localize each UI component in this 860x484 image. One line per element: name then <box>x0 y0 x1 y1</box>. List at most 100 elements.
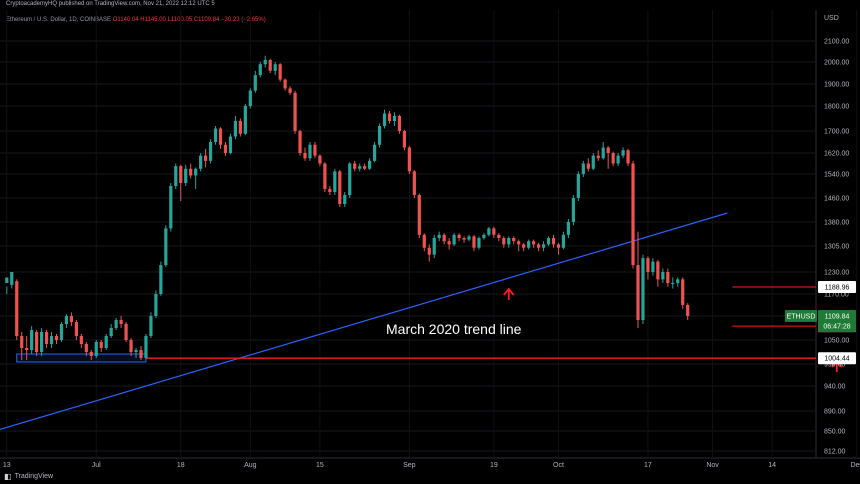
candle-body <box>606 147 610 153</box>
candle-body <box>447 241 451 245</box>
candle-body <box>179 166 183 183</box>
candle-body <box>308 144 312 159</box>
y-tick-label: 890.00 <box>824 409 846 416</box>
countdown-tag-bg <box>818 320 856 332</box>
candle-body <box>507 238 511 245</box>
candle-body <box>169 186 173 229</box>
candle-body <box>676 279 680 283</box>
y-tick-label: 940.00 <box>824 384 846 391</box>
candle-body <box>462 238 466 240</box>
y-tick-label: 1540.00 <box>824 172 849 179</box>
candle-body <box>238 121 242 134</box>
time-axis: 13 Jul 18 Aug 15 Sep 19 Oct 17 Nov 14 Dec <box>3 462 860 469</box>
trendline <box>0 212 728 431</box>
candle-body <box>636 265 640 320</box>
candle-body <box>54 336 59 340</box>
candle-body <box>15 281 19 336</box>
support-price-tag: 1004.44 <box>824 356 849 363</box>
candle-body <box>571 198 575 222</box>
candle-body <box>502 238 506 245</box>
candle-body <box>288 88 292 93</box>
candle-body <box>397 116 402 131</box>
candle-body <box>104 336 108 348</box>
last-price-tag: 1109.84 <box>825 314 850 321</box>
candle-body <box>184 168 188 183</box>
candle-body <box>253 75 257 91</box>
candle-body <box>482 234 486 238</box>
candle-body <box>338 171 342 204</box>
candle-body <box>681 279 685 305</box>
ticker-tag-bg <box>785 310 817 322</box>
candle-body <box>59 324 64 340</box>
x-tick-label: 19 <box>490 462 498 469</box>
price-axis: 812.00850.00890.00940.00990.001050.00111… <box>824 39 849 456</box>
countdown-tag: 06:47:28 <box>823 324 850 331</box>
tradingview-logo-icon[interactable]: ◧ <box>4 472 12 481</box>
y-tick-label: 1380.00 <box>824 220 849 227</box>
candle-body <box>248 90 252 106</box>
candle-body <box>427 247 431 255</box>
ohlc-values: O1140.04 H1145.00 L1100.05 C1109.84 −30.… <box>112 17 266 23</box>
y-tick-label: 990.00 <box>824 362 846 369</box>
candle-body <box>218 128 223 145</box>
candle-body <box>79 336 83 344</box>
candle-body <box>20 336 24 348</box>
x-tick-label: 17 <box>644 462 652 469</box>
candle-body <box>129 340 133 352</box>
candle-body <box>522 244 526 248</box>
candle-body <box>631 163 635 266</box>
candle-body <box>646 258 650 272</box>
candle-body <box>204 155 208 161</box>
candle-body <box>527 241 531 248</box>
candle-body <box>89 352 93 356</box>
candle-body <box>363 166 367 169</box>
candle-body <box>477 238 481 248</box>
level-lines <box>145 286 816 359</box>
y-tick-label: 1050.00 <box>824 338 849 345</box>
candle-body <box>348 163 352 195</box>
x-tick-label: 14 <box>768 462 776 469</box>
candle-body <box>621 150 625 156</box>
y-tick-label: 1620.00 <box>824 151 849 158</box>
price-tags: 1188.961084.551004.44ETHUSD1109.8406:47:… <box>785 281 856 365</box>
candle-body <box>437 234 441 238</box>
candle-body <box>671 283 675 284</box>
candle-body <box>407 147 411 172</box>
candle-body <box>556 244 561 248</box>
candle-body <box>412 171 416 195</box>
candle-body <box>194 168 198 176</box>
symbol-title: Ethereum / U.S. Dollar, 1D, COINBASE <box>6 17 112 23</box>
candle-body <box>189 168 193 176</box>
candle-body <box>467 236 471 240</box>
candle-body <box>656 261 660 280</box>
candle-body <box>268 59 272 71</box>
candle-body <box>273 64 277 71</box>
candle-body <box>368 160 372 169</box>
y-tick-label: 1900.00 <box>824 82 849 89</box>
candle-body <box>298 131 302 153</box>
candle-body <box>596 155 600 159</box>
candle-body <box>233 121 238 137</box>
candle-body <box>49 336 54 344</box>
candle-body <box>223 144 228 153</box>
candle-body <box>144 336 148 358</box>
candle-body <box>44 332 49 344</box>
brand-label: TradingView <box>14 473 54 480</box>
candle-body <box>293 92 297 131</box>
arrow-head <box>503 287 515 296</box>
candle-body <box>601 147 605 159</box>
candle-body <box>333 171 337 192</box>
candle-body <box>343 195 347 204</box>
candle-body <box>372 144 377 161</box>
y-tick-label: 1800.00 <box>824 104 849 111</box>
currency-label: USD <box>824 15 839 22</box>
footer[interactable]: ◧ TradingView <box>4 472 53 481</box>
candle-body <box>586 163 590 169</box>
candle-body <box>561 234 566 248</box>
candle-body <box>283 79 287 89</box>
arrow-up-icon <box>503 287 515 300</box>
resistance-price-tag-bg <box>818 281 856 294</box>
x-tick-label: Dec <box>850 462 860 469</box>
y-tick-label: 850.00 <box>824 429 846 436</box>
